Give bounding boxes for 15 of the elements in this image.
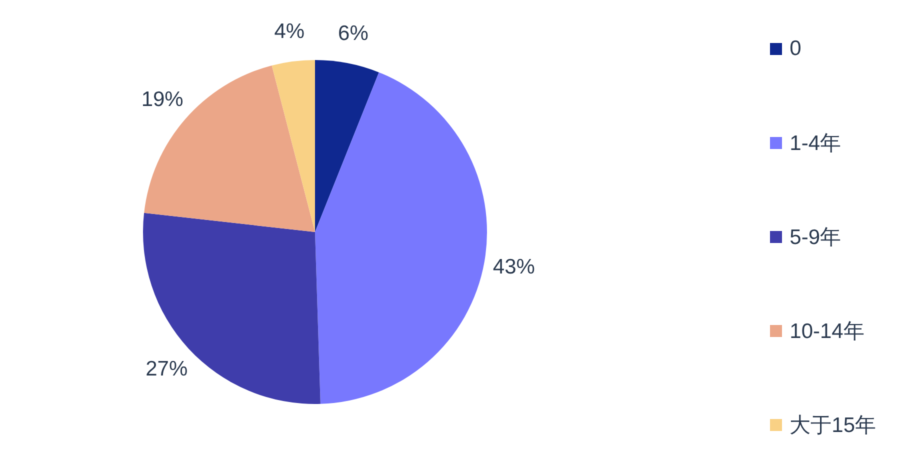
legend-label: 10-14年 — [788, 318, 866, 342]
data-label: 19% — [141, 88, 184, 112]
data-label: 4% — [274, 20, 305, 44]
pie-slice — [144, 66, 315, 232]
pie-slice — [143, 212, 320, 404]
data-label: 27% — [146, 358, 188, 381]
pie-slice — [315, 72, 487, 404]
pie-slice — [272, 60, 315, 232]
legend-label: 1-4年 — [788, 130, 842, 154]
data-label: 6% — [338, 22, 368, 46]
legend-label: 0 — [788, 36, 802, 60]
legend-label: 5-9年 — [788, 224, 842, 248]
pie-slice — [315, 60, 379, 232]
data-label: 43% — [492, 256, 535, 279]
legend-label: 大于15年 — [788, 412, 876, 436]
